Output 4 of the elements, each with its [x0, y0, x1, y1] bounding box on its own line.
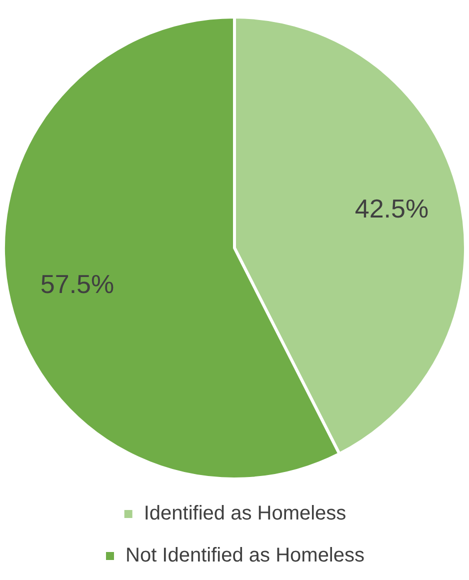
legend-label: Identified as Homeless: [144, 502, 346, 525]
legend-label: Not Identified as Homeless: [126, 544, 365, 567]
data-label: 42.5%: [354, 193, 429, 224]
data-label: 57.5%: [40, 268, 114, 299]
